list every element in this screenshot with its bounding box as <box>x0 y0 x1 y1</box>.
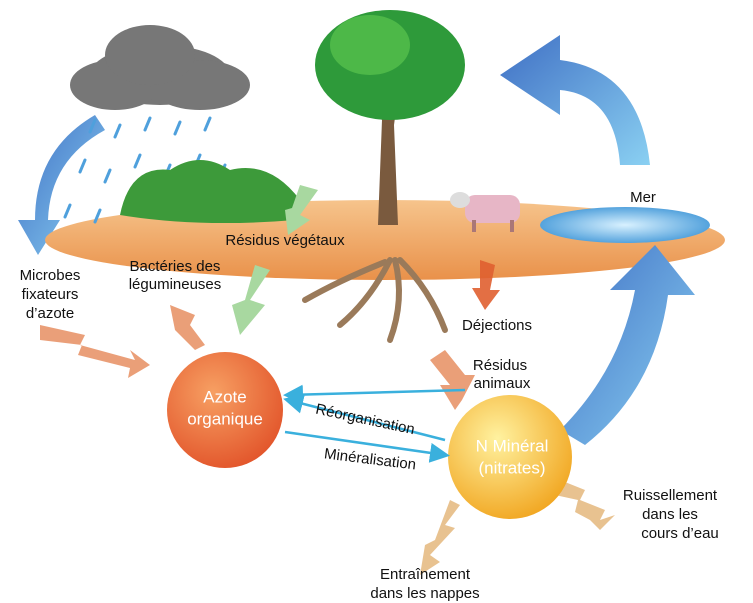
label: Déjections <box>462 317 532 334</box>
label: fixateurs <box>22 286 79 303</box>
label: dans les <box>642 506 698 523</box>
label: Entraînement <box>380 566 471 583</box>
label: dans les nappes <box>370 585 479 602</box>
label: Réorganisation <box>314 401 416 439</box>
label: Ruissellement <box>623 487 718 504</box>
label: d’azote <box>26 305 74 322</box>
node-label: N Minéral <box>476 436 549 455</box>
node-label: Azote <box>203 387 246 406</box>
scene <box>18 10 725 575</box>
label: Bactéries des <box>130 258 221 275</box>
node-label: (nitrates) <box>478 458 545 477</box>
label: animaux <box>474 375 531 392</box>
nitrogen-cycle: Mer Résidus végétaux Microbes fixateurs … <box>0 0 753 603</box>
label: Microbes <box>20 267 81 284</box>
label: Résidus végétaux <box>225 232 345 249</box>
node-label: organique <box>187 409 263 428</box>
label: cours d’eau <box>641 525 719 542</box>
label: Résidus <box>473 357 527 374</box>
label: légumineuses <box>129 276 222 293</box>
label: Mer <box>630 189 656 206</box>
